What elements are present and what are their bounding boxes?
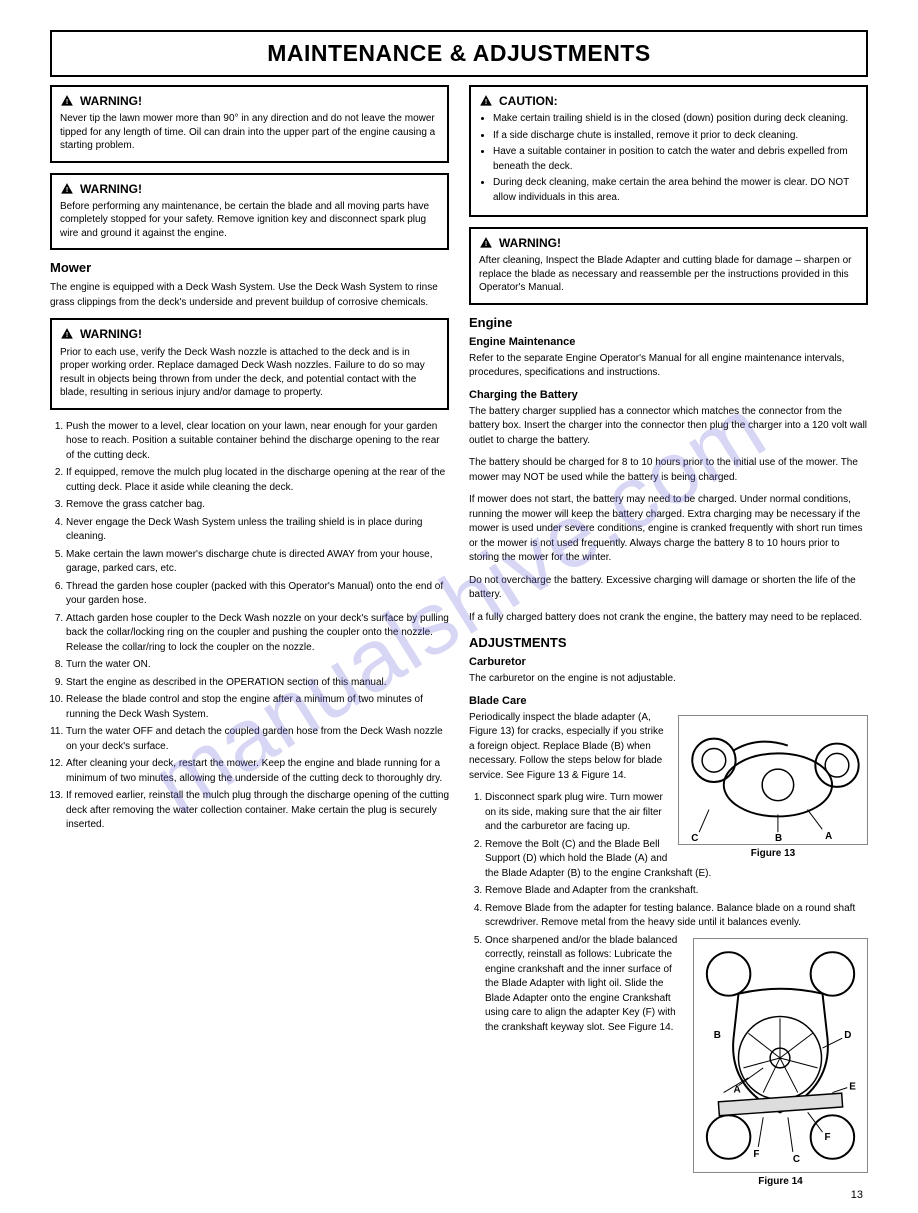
svg-text:!: !: [485, 241, 487, 248]
figure-13-caption: Figure 13: [678, 848, 868, 859]
warn-header: ! WARNING!: [60, 326, 439, 342]
bullet-item: Have a suitable container in position to…: [493, 145, 858, 174]
battery-p5: If a fully charged battery does not cran…: [469, 611, 868, 626]
engine-maint-subhead: Engine Maintenance: [469, 336, 868, 348]
svg-text:E: E: [849, 1081, 856, 1092]
two-column-layout: ! WARNING! Never tip the lawn mower more…: [50, 85, 868, 1193]
svg-text:D: D: [844, 1030, 851, 1041]
svg-text:A: A: [734, 1084, 741, 1095]
step-item: Attach garden hose coupler to the Deck W…: [66, 612, 449, 656]
svg-text:!: !: [66, 332, 68, 339]
adjustments-subhead: ADJUSTMENTS: [469, 635, 868, 650]
warn-header: ! WARNING!: [60, 181, 439, 197]
step-item: Remove Blade from the adapter for testin…: [485, 902, 868, 931]
warn-label: CAUTION:: [499, 93, 558, 109]
step-item: Push the mower to a level, clear locatio…: [66, 420, 449, 464]
page-number: 13: [851, 1189, 863, 1201]
battery-p3: If mower does not start, the battery may…: [469, 493, 868, 566]
warn-label: WARNING!: [80, 326, 142, 342]
warning-box-deckwash: ! WARNING! Prior to each use, verify the…: [50, 318, 449, 409]
warn-header: ! WARNING!: [60, 93, 439, 109]
engine-maint-text: Refer to the separate Engine Operator's …: [469, 352, 868, 381]
warning-box-inspect: ! WARNING! After cleaning, Inspect the B…: [469, 227, 868, 305]
left-column: ! WARNING! Never tip the lawn mower more…: [50, 85, 449, 1193]
step-item: Remove Blade and Adapter from the cranks…: [485, 884, 868, 899]
step-item: If removed earlier, reinstall the mulch …: [66, 789, 449, 833]
blade-section: A B C Figure 13 Periodically inspect the…: [469, 711, 868, 1193]
mower-side-diagram-icon: A B C: [678, 715, 868, 845]
mower-underside-diagram-icon: B A D E F F C: [693, 938, 868, 1173]
deck-wash-steps: Push the mower to a level, clear locatio…: [50, 420, 449, 833]
caution-box-shield: ! CAUTION: Make certain trailing shield …: [469, 85, 868, 217]
warning-triangle-icon: !: [479, 236, 493, 250]
svg-text:B: B: [775, 833, 782, 844]
svg-text:F: F: [824, 1132, 830, 1143]
svg-text:C: C: [793, 1154, 800, 1165]
step-item: After cleaning your deck, restart the mo…: [66, 757, 449, 786]
carb-subhead: Carburetor: [469, 656, 868, 668]
svg-text:C: C: [691, 833, 698, 844]
svg-text:!: !: [66, 99, 68, 106]
warning-box-tip: ! WARNING! Never tip the lawn mower more…: [50, 85, 449, 163]
battery-p2: The battery should be charged for 8 to 1…: [469, 456, 868, 485]
warning-triangle-icon: !: [60, 327, 74, 341]
warn-header: ! WARNING!: [479, 235, 858, 251]
warn-label: WARNING!: [80, 181, 142, 197]
blade-care-subhead: Blade Care: [469, 695, 868, 707]
step-item: Release the blade control and stop the e…: [66, 693, 449, 722]
warn-body: After cleaning, Inspect the Blade Adapte…: [479, 254, 858, 295]
bullet-item: During deck cleaning, make certain the a…: [493, 176, 858, 205]
warn-body: Prior to each use, verify the Deck Wash …: [60, 346, 439, 400]
engine-subhead: Engine: [469, 315, 868, 330]
figure-14: B A D E F F C Figure 14: [693, 938, 868, 1187]
step-item: Start the engine as described in the OPE…: [66, 676, 449, 691]
warn-label: WARNING!: [80, 93, 142, 109]
battery-p4: Do not overcharge the battery. Excessive…: [469, 574, 868, 603]
figure-14-caption: Figure 14: [693, 1176, 868, 1187]
step-item: Never engage the Deck Wash System unless…: [66, 516, 449, 545]
svg-text:!: !: [485, 99, 487, 106]
step-item: Make certain the lawn mower's discharge …: [66, 548, 449, 577]
deck-lead-text: The engine is equipped with a Deck Wash …: [50, 281, 449, 310]
carb-text: The carburetor on the engine is not adju…: [469, 672, 868, 687]
svg-text:F: F: [753, 1149, 759, 1160]
page-root: manualshive.com MAINTENANCE & ADJUSTMENT…: [0, 0, 918, 1213]
svg-text:!: !: [66, 187, 68, 194]
battery-p1: The battery charger supplied has a conne…: [469, 405, 868, 449]
bullet-item: If a side discharge chute is installed, …: [493, 129, 858, 144]
step-item: Turn the water ON.: [66, 658, 449, 673]
warn-body: Never tip the lawn mower more than 90° i…: [60, 112, 439, 153]
svg-text:B: B: [714, 1030, 721, 1041]
warning-triangle-icon: !: [60, 94, 74, 108]
header-box: MAINTENANCE & ADJUSTMENTS: [50, 30, 868, 77]
bullet-item: Make certain trailing shield is in the c…: [493, 112, 858, 127]
step-item: If equipped, remove the mulch plug locat…: [66, 466, 449, 495]
step-item: Thread the garden hose coupler (packed w…: [66, 580, 449, 609]
figure-13: A B C Figure 13: [678, 715, 868, 859]
warn-header: ! CAUTION:: [479, 93, 858, 109]
warning-triangle-icon: !: [60, 182, 74, 196]
mower-subhead: Mower: [50, 260, 449, 275]
right-column: ! CAUTION: Make certain trailing shield …: [469, 85, 868, 1193]
warn-label: WARNING!: [499, 235, 561, 251]
page-title: MAINTENANCE & ADJUSTMENTS: [64, 40, 854, 67]
warning-box-maintenance: ! WARNING! Before performing any mainten…: [50, 173, 449, 251]
warn-body: Before performing any maintenance, be ce…: [60, 200, 439, 241]
step-item: Remove the grass catcher bag.: [66, 498, 449, 513]
warning-triangle-icon: !: [479, 94, 493, 108]
battery-subhead: Charging the Battery: [469, 389, 868, 401]
caution-bullets: Make certain trailing shield is in the c…: [479, 112, 858, 205]
svg-text:A: A: [825, 831, 832, 842]
step-item: Turn the water OFF and detach the couple…: [66, 725, 449, 754]
